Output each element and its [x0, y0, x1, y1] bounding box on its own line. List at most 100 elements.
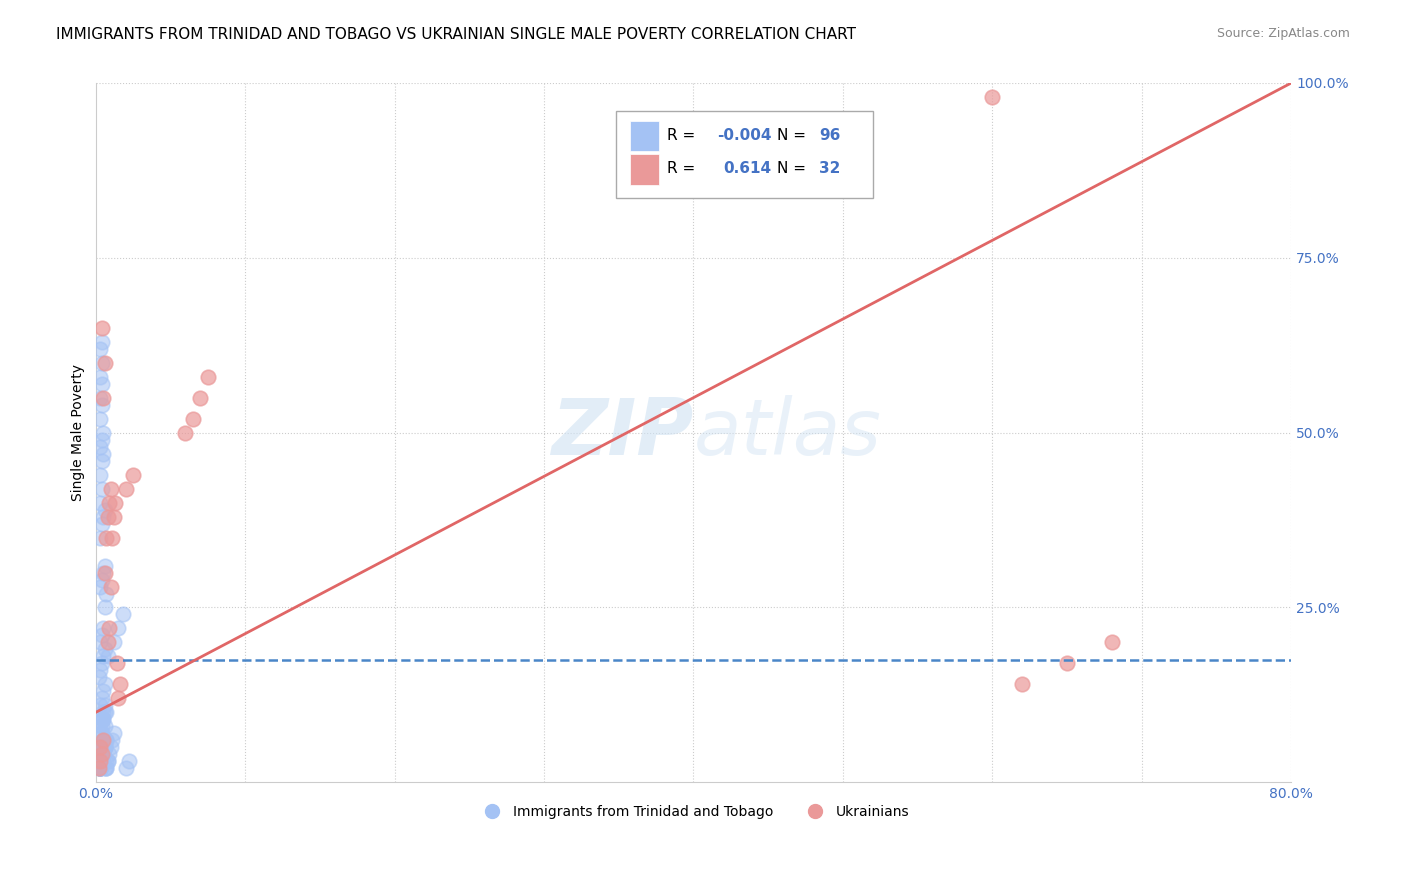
Point — [90, 516, 112, 531]
Point — [93, 600, 115, 615]
Point — [107, 622, 129, 636]
Point — [188, 391, 211, 405]
Point — [91, 747, 114, 762]
Point — [91, 425, 114, 440]
Text: 0.614: 0.614 — [724, 161, 772, 177]
Point — [90, 433, 112, 447]
Point — [91, 684, 114, 698]
Point — [90, 719, 112, 733]
Point — [89, 342, 111, 356]
Point — [100, 740, 122, 755]
Text: Source: ZipAtlas.com: Source: ZipAtlas.com — [1216, 27, 1350, 40]
Point — [114, 761, 136, 775]
Point — [90, 747, 112, 762]
Point — [89, 755, 111, 769]
Point — [94, 761, 117, 775]
Point — [91, 747, 114, 762]
Point — [91, 713, 114, 727]
Text: N =: N = — [778, 161, 811, 177]
Point — [93, 740, 115, 755]
Point — [90, 747, 112, 762]
Point — [89, 761, 111, 775]
Point — [87, 670, 110, 684]
Point — [89, 761, 111, 775]
Point — [90, 755, 112, 769]
Point — [91, 706, 114, 720]
Point — [91, 622, 114, 636]
Point — [90, 657, 112, 671]
Point — [91, 509, 114, 524]
Point — [89, 761, 111, 775]
Point — [91, 733, 114, 747]
Point — [117, 755, 139, 769]
Point — [101, 733, 124, 747]
Point — [91, 566, 114, 580]
Point — [97, 509, 120, 524]
Point — [94, 531, 117, 545]
FancyBboxPatch shape — [630, 154, 659, 185]
Point — [181, 411, 204, 425]
Text: 32: 32 — [820, 161, 841, 177]
Point — [91, 747, 114, 762]
FancyBboxPatch shape — [616, 111, 873, 198]
Point — [97, 635, 120, 649]
Point — [91, 649, 114, 664]
Point — [87, 761, 110, 775]
Text: -0.004: -0.004 — [717, 128, 772, 143]
Point — [90, 573, 112, 587]
Point — [197, 369, 219, 384]
Point — [89, 391, 111, 405]
Point — [94, 733, 117, 747]
Point — [98, 622, 121, 636]
Point — [108, 677, 131, 691]
Point — [91, 733, 114, 747]
Point — [93, 677, 115, 691]
Point — [89, 747, 111, 762]
Point — [90, 755, 112, 769]
Point — [90, 320, 112, 334]
Point — [93, 356, 115, 370]
Point — [91, 713, 114, 727]
Point — [114, 482, 136, 496]
Point — [89, 664, 111, 678]
Point — [89, 726, 111, 740]
Point — [100, 580, 122, 594]
Point — [1056, 657, 1078, 671]
Point — [90, 356, 112, 370]
Point — [981, 90, 1004, 104]
Point — [93, 558, 115, 573]
Point — [94, 755, 117, 769]
Point — [89, 698, 111, 713]
Point — [94, 733, 117, 747]
Point — [89, 740, 111, 755]
Point — [89, 411, 111, 425]
Point — [91, 733, 114, 747]
Point — [91, 391, 114, 405]
Point — [97, 755, 120, 769]
Point — [90, 334, 112, 349]
Point — [174, 425, 197, 440]
Point — [89, 440, 111, 454]
Point — [90, 398, 112, 412]
Legend: Immigrants from Trinidad and Tobago, Ukrainians: Immigrants from Trinidad and Tobago, Ukr… — [472, 799, 915, 824]
Point — [103, 509, 125, 524]
Point — [94, 586, 117, 600]
Point — [89, 761, 111, 775]
Text: 96: 96 — [820, 128, 841, 143]
Point — [90, 755, 112, 769]
Point — [90, 755, 112, 769]
Point — [97, 649, 120, 664]
Point — [1101, 635, 1123, 649]
Point — [93, 740, 115, 755]
Y-axis label: Single Male Poverty: Single Male Poverty — [72, 364, 86, 501]
Point — [122, 467, 145, 482]
Point — [101, 531, 124, 545]
Text: ZIP: ZIP — [551, 394, 693, 471]
Point — [94, 761, 117, 775]
Point — [91, 747, 114, 762]
Point — [91, 747, 114, 762]
Point — [89, 531, 111, 545]
Point — [90, 691, 112, 706]
Point — [90, 740, 112, 755]
Point — [89, 755, 111, 769]
